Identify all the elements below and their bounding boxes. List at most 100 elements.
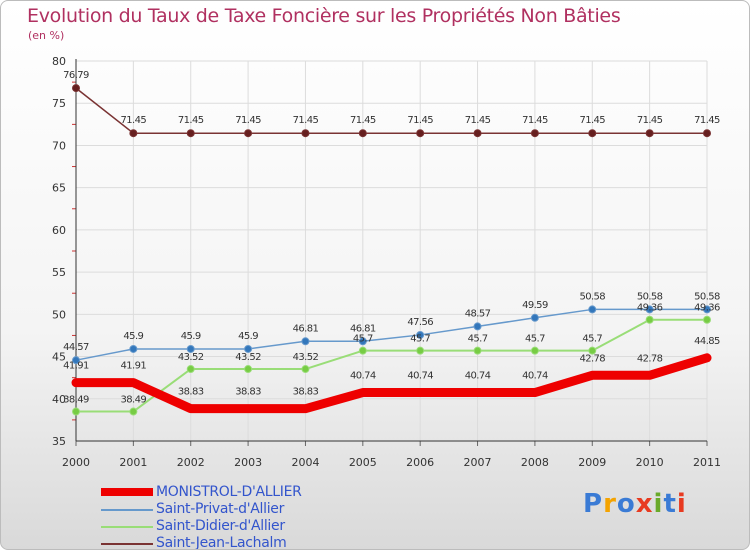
data-point-saint-jean — [645, 129, 654, 138]
series — [71, 84, 712, 416]
data-label-saint-jean: 71.45 — [637, 115, 663, 126]
data-label-saint-privat: 45.9 — [238, 331, 258, 342]
data-point-saint-jean — [473, 129, 482, 138]
legend-swatch-saint-privat — [101, 509, 153, 511]
data-point-saint-didier — [186, 365, 195, 374]
y-tick-label: 60 — [52, 224, 66, 237]
x-tick-label: 2010 — [636, 456, 664, 469]
y-tick-label: 70 — [52, 139, 66, 152]
data-label-monistrol: 40.74 — [407, 371, 433, 382]
x-tick-label: 2001 — [119, 456, 147, 469]
series-line-monistrol — [71, 353, 712, 414]
data-point-saint-privat — [186, 344, 195, 353]
data-label-saint-jean: 76.79 — [63, 70, 89, 81]
x-tick-label: 2009 — [578, 456, 606, 469]
data-label-saint-didier: 38.49 — [121, 395, 147, 406]
proxiti-logo: Proxiti — [583, 489, 687, 519]
logo-letter: x — [635, 489, 654, 519]
data-label-saint-jean: 71.45 — [121, 115, 147, 126]
data-label-saint-didier: 43.52 — [293, 352, 319, 363]
data-label-monistrol: 44.85 — [694, 336, 720, 347]
data-point-saint-didier — [588, 346, 597, 355]
data-label-saint-privat: 45.9 — [181, 331, 201, 342]
data-label-saint-privat: 50.58 — [637, 291, 663, 302]
data-point-saint-didier — [244, 365, 253, 374]
data-point-saint-didier — [530, 346, 539, 355]
data-label-saint-didier: 49.36 — [637, 303, 663, 314]
data-point-saint-privat — [416, 330, 425, 339]
data-label-monistrol: 38.83 — [235, 387, 261, 398]
data-label-saint-privat: 45.9 — [123, 331, 143, 342]
series-line-saint-privat — [75, 308, 708, 361]
x-tick-label: 2005 — [349, 456, 377, 469]
data-label-saint-privat: 46.81 — [350, 323, 376, 334]
legend-label-saint-privat: Saint-Privat-d'Allier — [156, 501, 285, 517]
data-label-saint-privat: 48.57 — [465, 308, 491, 319]
data-point-saint-didier — [416, 346, 425, 355]
data-label-monistrol: 40.74 — [522, 371, 548, 382]
data-label-saint-jean: 71.45 — [694, 115, 720, 126]
data-label-saint-jean: 71.45 — [235, 115, 261, 126]
data-point-saint-privat — [72, 356, 80, 365]
data-point-saint-jean — [186, 129, 195, 138]
data-label-monistrol: 41.91 — [121, 361, 147, 372]
data-point-saint-privat — [703, 305, 711, 314]
x-tick-label: 2002 — [177, 456, 205, 469]
data-label-monistrol: 42.78 — [579, 353, 605, 364]
y-tick-label: 45 — [52, 351, 66, 364]
logo-letter: i — [676, 489, 687, 519]
data-label-monistrol: 38.83 — [293, 387, 319, 398]
data-point-saint-didier — [301, 365, 310, 374]
y-tick-label: 65 — [52, 182, 66, 195]
data-label-saint-privat: 50.58 — [694, 291, 720, 302]
data-point-saint-didier — [72, 407, 80, 416]
data-label-saint-didier: 45.7 — [468, 334, 488, 345]
data-point-saint-didier — [473, 346, 482, 355]
x-tick-label: 2007 — [464, 456, 492, 469]
y-tick-label: 80 — [52, 55, 66, 68]
data-point-saint-privat — [358, 337, 367, 346]
x-tick-label: 2003 — [234, 456, 262, 469]
data-point-saint-privat — [530, 313, 539, 322]
data-label-saint-privat: 44.57 — [63, 342, 89, 353]
data-point-saint-didier — [358, 346, 367, 355]
legend-swatch-saint-jean — [101, 543, 153, 545]
data-point-saint-privat — [588, 305, 597, 314]
data-label-saint-jean: 71.45 — [465, 115, 491, 126]
data-point-saint-jean — [358, 129, 367, 138]
data-point-saint-didier — [645, 315, 654, 324]
data-label-monistrol: 42.78 — [637, 353, 663, 364]
data-point-saint-didier — [703, 315, 711, 324]
legend-swatch-monistrol — [101, 488, 153, 496]
series-line-saint-jean — [75, 87, 708, 134]
y-tick-label: 35 — [52, 435, 66, 448]
data-label-saint-didier: 45.7 — [525, 334, 545, 345]
data-label-monistrol: 40.74 — [465, 371, 491, 382]
legend-label-saint-didier: Saint-Didier-d'Allier — [156, 518, 285, 534]
chart-title: Evolution du Taux de Taxe Foncière sur l… — [27, 5, 621, 27]
logo-letter: P — [583, 489, 604, 519]
data-point-saint-privat — [244, 344, 253, 353]
data-label-saint-privat: 49.59 — [522, 300, 548, 311]
data-label-saint-didier: 38.49 — [63, 395, 89, 406]
data-point-saint-jean — [703, 129, 711, 138]
x-tick-label: 2011 — [693, 456, 721, 469]
logo-letter: r — [603, 489, 617, 519]
logo-letter: t — [663, 489, 677, 519]
data-label-saint-didier: 43.52 — [235, 352, 261, 363]
data-label-saint-jean: 71.45 — [293, 115, 319, 126]
data-label-saint-privat: 50.58 — [579, 291, 605, 302]
data-label-saint-jean: 71.45 — [579, 115, 605, 126]
y-tick-label: 50 — [52, 308, 66, 321]
data-label-saint-didier: 45.7 — [582, 334, 602, 345]
data-label-saint-jean: 71.45 — [407, 115, 433, 126]
data-point-saint-privat — [301, 337, 310, 346]
data-point-saint-privat — [645, 305, 654, 314]
data-point-saint-jean — [244, 129, 253, 138]
data-label-monistrol: 38.83 — [178, 387, 204, 398]
data-point-saint-didier — [129, 407, 138, 416]
chart-subtitle: (en %) — [28, 29, 65, 42]
data-label-saint-jean: 71.45 — [178, 115, 204, 126]
series-line-saint-didier — [75, 318, 708, 413]
